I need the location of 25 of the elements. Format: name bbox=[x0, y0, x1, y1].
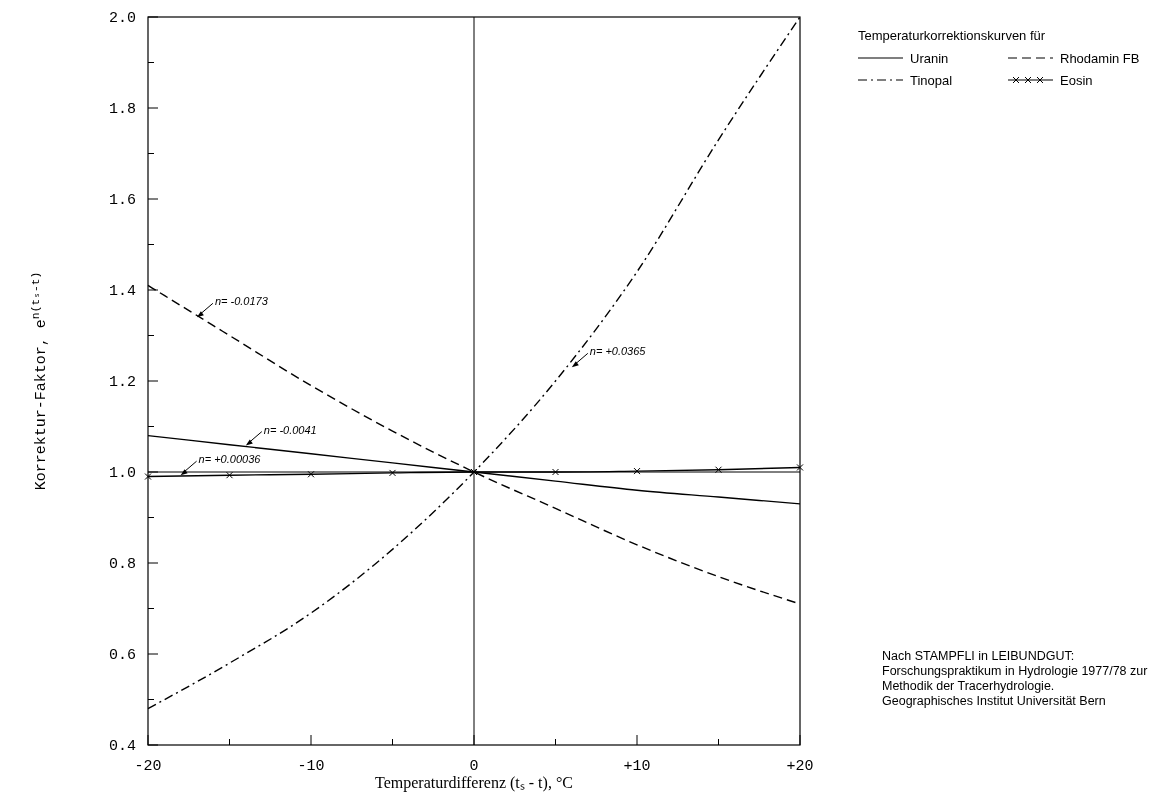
y-tick-label: 0.4 bbox=[108, 738, 136, 755]
x-tick-label: -20 bbox=[134, 758, 162, 775]
y-tick-label: 1.6 bbox=[108, 192, 136, 209]
legend-label: Tinopal bbox=[910, 73, 953, 88]
y-tick-label: 1.2 bbox=[108, 374, 136, 391]
x-tick-label: +20 bbox=[786, 758, 814, 775]
y-tick-label: 2.0 bbox=[108, 10, 136, 27]
legend-label: Uranin bbox=[910, 51, 949, 66]
y-tick-label: 0.8 bbox=[108, 556, 136, 573]
legend-title: Temperaturkorrektionskurven für bbox=[858, 28, 1046, 43]
text: Nach STAMPFLI in LEIBUNDGUT: Forschungspraktikum in Hydrologie 1977/78 zur Methodik der Tracerhydrologie. Geographisches Institut Universität Bern bbox=[882, 649, 1148, 708]
annotation: n= +0.00036 bbox=[198, 453, 262, 466]
y-tick-label: 1.0 bbox=[108, 465, 136, 482]
y-tick-label: 0.6 bbox=[108, 647, 136, 664]
x-axis-title: Temperaturdifferenz (tₛ - t), °C bbox=[375, 774, 573, 792]
y-tick-label: 1.8 bbox=[108, 101, 136, 118]
legend-label: Eosin bbox=[1060, 73, 1093, 88]
y-tick-label: 1.4 bbox=[108, 283, 136, 300]
annotation: n= +0.0365 bbox=[589, 345, 647, 358]
annotation: n= -0.0173 bbox=[214, 295, 269, 308]
x-tick-label: +10 bbox=[623, 758, 651, 775]
x-tick-label: 0 bbox=[469, 758, 479, 775]
x-tick-label: -10 bbox=[297, 758, 325, 775]
legend-label: Rhodamin FB bbox=[1060, 51, 1140, 66]
annotation: n= -0.0041 bbox=[263, 423, 317, 436]
